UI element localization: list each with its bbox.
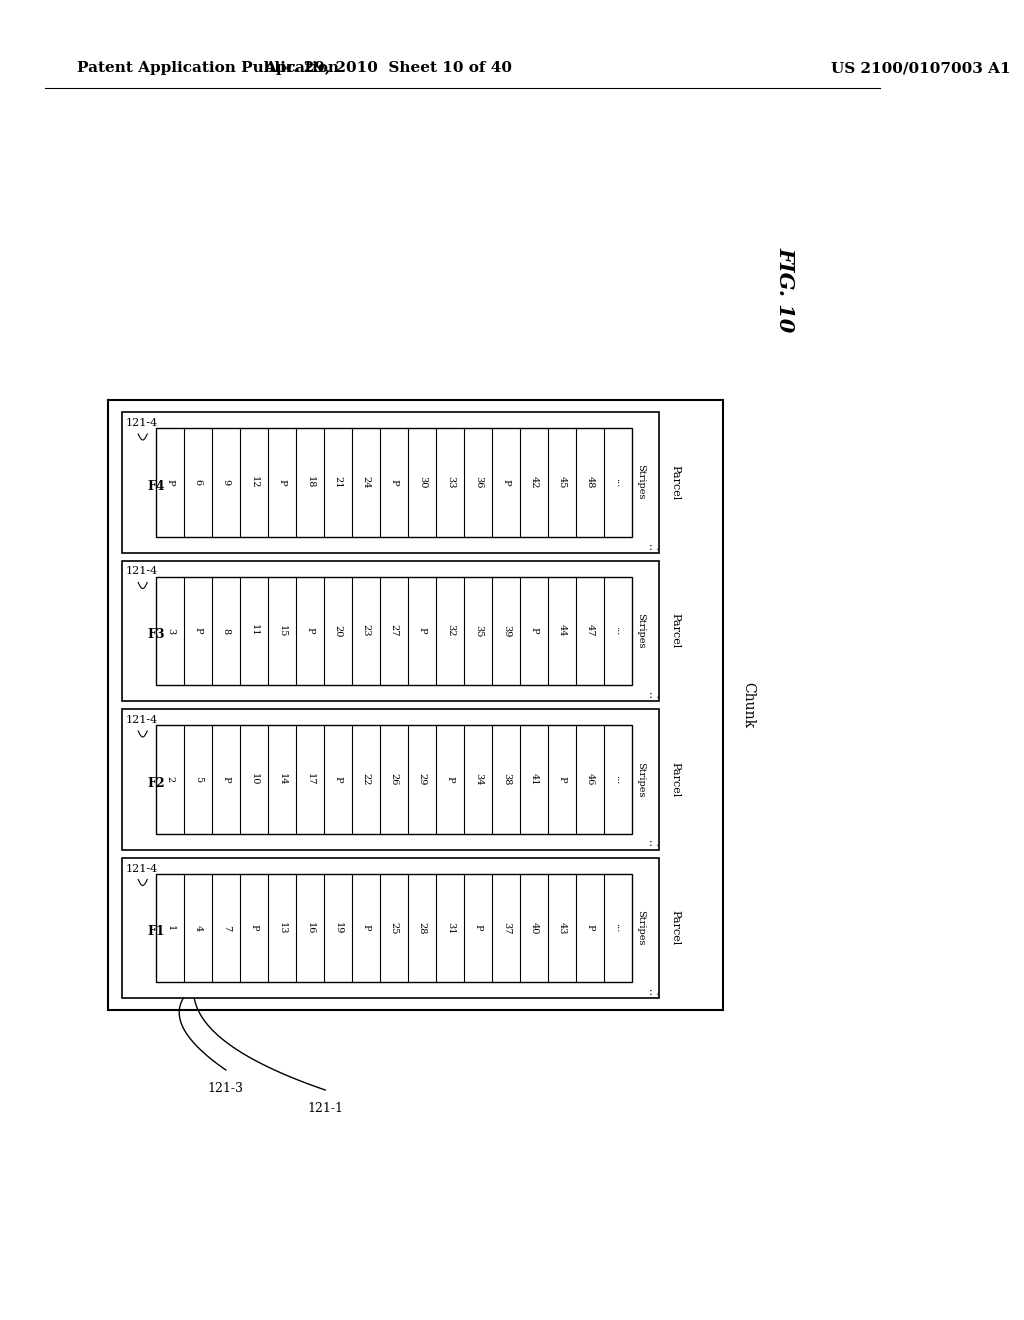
Text: 13: 13 bbox=[278, 921, 287, 935]
Text: Parcel: Parcel bbox=[671, 762, 681, 797]
Text: Chunk: Chunk bbox=[741, 682, 755, 729]
Text: 46: 46 bbox=[586, 774, 595, 785]
Text: P: P bbox=[586, 924, 595, 931]
Text: P: P bbox=[250, 924, 259, 931]
Text: F4: F4 bbox=[147, 479, 165, 492]
Text: 31: 31 bbox=[445, 921, 455, 935]
Text: : .: : . bbox=[648, 690, 659, 700]
Text: 11: 11 bbox=[250, 624, 259, 638]
Text: 28: 28 bbox=[418, 921, 427, 935]
Text: 29: 29 bbox=[418, 774, 427, 785]
Text: P: P bbox=[194, 627, 203, 634]
Text: 2: 2 bbox=[166, 776, 175, 783]
Text: F3: F3 bbox=[147, 628, 165, 642]
Text: 27: 27 bbox=[390, 624, 398, 638]
Text: ...: ... bbox=[613, 923, 623, 932]
Text: 121-3: 121-3 bbox=[208, 1082, 244, 1096]
Text: 33: 33 bbox=[445, 477, 455, 488]
Text: 3: 3 bbox=[166, 627, 175, 634]
Text: Parcel: Parcel bbox=[671, 909, 681, 945]
Text: 121-4: 121-4 bbox=[126, 418, 158, 428]
Text: 12: 12 bbox=[250, 477, 259, 488]
Text: 6: 6 bbox=[194, 479, 203, 486]
Text: 121-4: 121-4 bbox=[126, 863, 158, 874]
Text: 36: 36 bbox=[474, 477, 482, 488]
Text: 35: 35 bbox=[474, 624, 482, 638]
Text: 48: 48 bbox=[586, 477, 595, 488]
Text: 32: 32 bbox=[445, 624, 455, 638]
Text: ...: ... bbox=[613, 626, 623, 635]
Text: P: P bbox=[306, 627, 314, 634]
Text: 16: 16 bbox=[306, 921, 314, 935]
Text: US 2100/0107003 A1: US 2100/0107003 A1 bbox=[831, 61, 1011, 75]
Text: : .: : . bbox=[648, 987, 659, 997]
Text: F2: F2 bbox=[147, 776, 165, 789]
Text: Parcel: Parcel bbox=[671, 612, 681, 648]
Text: P: P bbox=[529, 627, 539, 634]
Text: 4: 4 bbox=[194, 924, 203, 931]
Text: 121-4: 121-4 bbox=[126, 566, 158, 577]
Text: Parcel: Parcel bbox=[671, 465, 681, 500]
Text: 22: 22 bbox=[361, 774, 371, 785]
Text: ...: ... bbox=[613, 775, 623, 784]
Text: P: P bbox=[390, 479, 398, 486]
Text: F1: F1 bbox=[147, 925, 165, 939]
Text: P: P bbox=[474, 924, 482, 931]
Text: 44: 44 bbox=[558, 624, 567, 638]
Text: 45: 45 bbox=[558, 477, 567, 488]
Text: 26: 26 bbox=[390, 774, 398, 785]
Text: FIG. 10: FIG. 10 bbox=[776, 247, 796, 333]
Text: 14: 14 bbox=[278, 774, 287, 785]
Text: Stripes: Stripes bbox=[636, 762, 645, 797]
Text: 23: 23 bbox=[361, 624, 371, 638]
Text: 25: 25 bbox=[390, 921, 398, 935]
Text: 39: 39 bbox=[502, 624, 511, 638]
Text: P: P bbox=[222, 776, 230, 783]
Text: 42: 42 bbox=[529, 477, 539, 488]
Text: 24: 24 bbox=[361, 477, 371, 488]
Text: 20: 20 bbox=[334, 624, 343, 638]
Text: 121-4: 121-4 bbox=[126, 715, 158, 725]
Text: P: P bbox=[278, 479, 287, 486]
Text: 30: 30 bbox=[418, 477, 427, 488]
Text: 18: 18 bbox=[306, 477, 314, 488]
Text: P: P bbox=[445, 776, 455, 783]
Text: 121-1: 121-1 bbox=[307, 1102, 343, 1115]
Text: 17: 17 bbox=[306, 774, 314, 785]
Text: 21: 21 bbox=[334, 477, 343, 488]
Text: 38: 38 bbox=[502, 774, 511, 785]
Text: 10: 10 bbox=[250, 774, 259, 785]
Text: 40: 40 bbox=[529, 921, 539, 935]
Text: P: P bbox=[502, 479, 511, 486]
Text: 43: 43 bbox=[558, 921, 567, 935]
Text: 7: 7 bbox=[222, 924, 230, 931]
Text: 34: 34 bbox=[474, 774, 482, 785]
Text: P: P bbox=[334, 776, 343, 783]
Text: 9: 9 bbox=[222, 479, 230, 486]
Text: : .: : . bbox=[648, 838, 659, 849]
Text: : .: : . bbox=[648, 541, 659, 552]
Text: 15: 15 bbox=[278, 624, 287, 638]
Text: 47: 47 bbox=[586, 624, 595, 638]
Text: 19: 19 bbox=[334, 921, 343, 935]
Text: Stripes: Stripes bbox=[636, 465, 645, 500]
Text: Apr. 29, 2010  Sheet 10 of 40: Apr. 29, 2010 Sheet 10 of 40 bbox=[264, 61, 512, 75]
Text: Patent Application Publication: Patent Application Publication bbox=[77, 61, 339, 75]
Text: 5: 5 bbox=[194, 776, 203, 783]
Text: 1: 1 bbox=[166, 924, 175, 931]
Text: 8: 8 bbox=[222, 628, 230, 634]
Text: 41: 41 bbox=[529, 774, 539, 785]
Text: P: P bbox=[361, 924, 371, 931]
Text: P: P bbox=[418, 627, 427, 634]
Text: Stripes: Stripes bbox=[636, 612, 645, 648]
Text: P: P bbox=[166, 479, 175, 486]
Text: Stripes: Stripes bbox=[636, 909, 645, 945]
Text: P: P bbox=[558, 776, 567, 783]
Text: ...: ... bbox=[613, 478, 623, 487]
Text: 37: 37 bbox=[502, 921, 511, 935]
